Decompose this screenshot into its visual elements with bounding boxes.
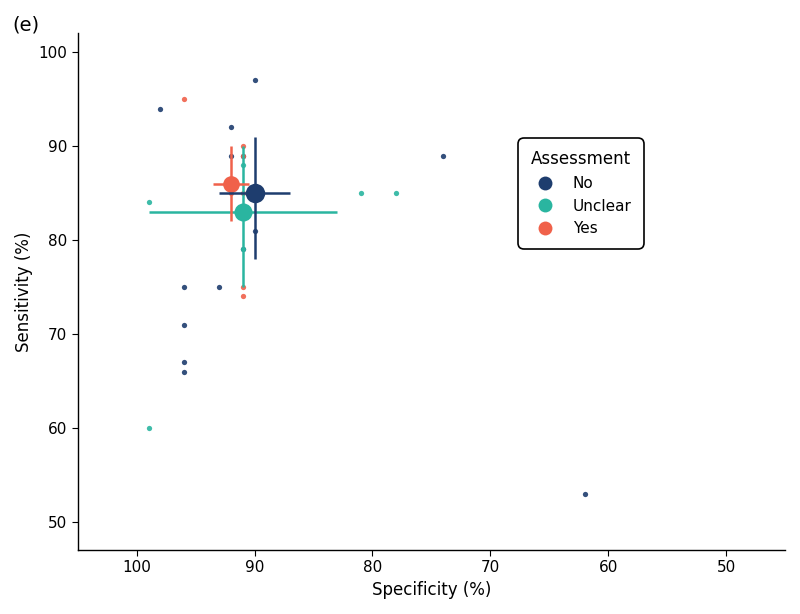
Text: (e): (e) (12, 15, 39, 34)
X-axis label: Specificity (%): Specificity (%) (372, 581, 491, 599)
Legend: No, Unclear, Yes: No, Unclear, Yes (524, 144, 638, 243)
Y-axis label: Sensitivity (%): Sensitivity (%) (15, 231, 33, 352)
